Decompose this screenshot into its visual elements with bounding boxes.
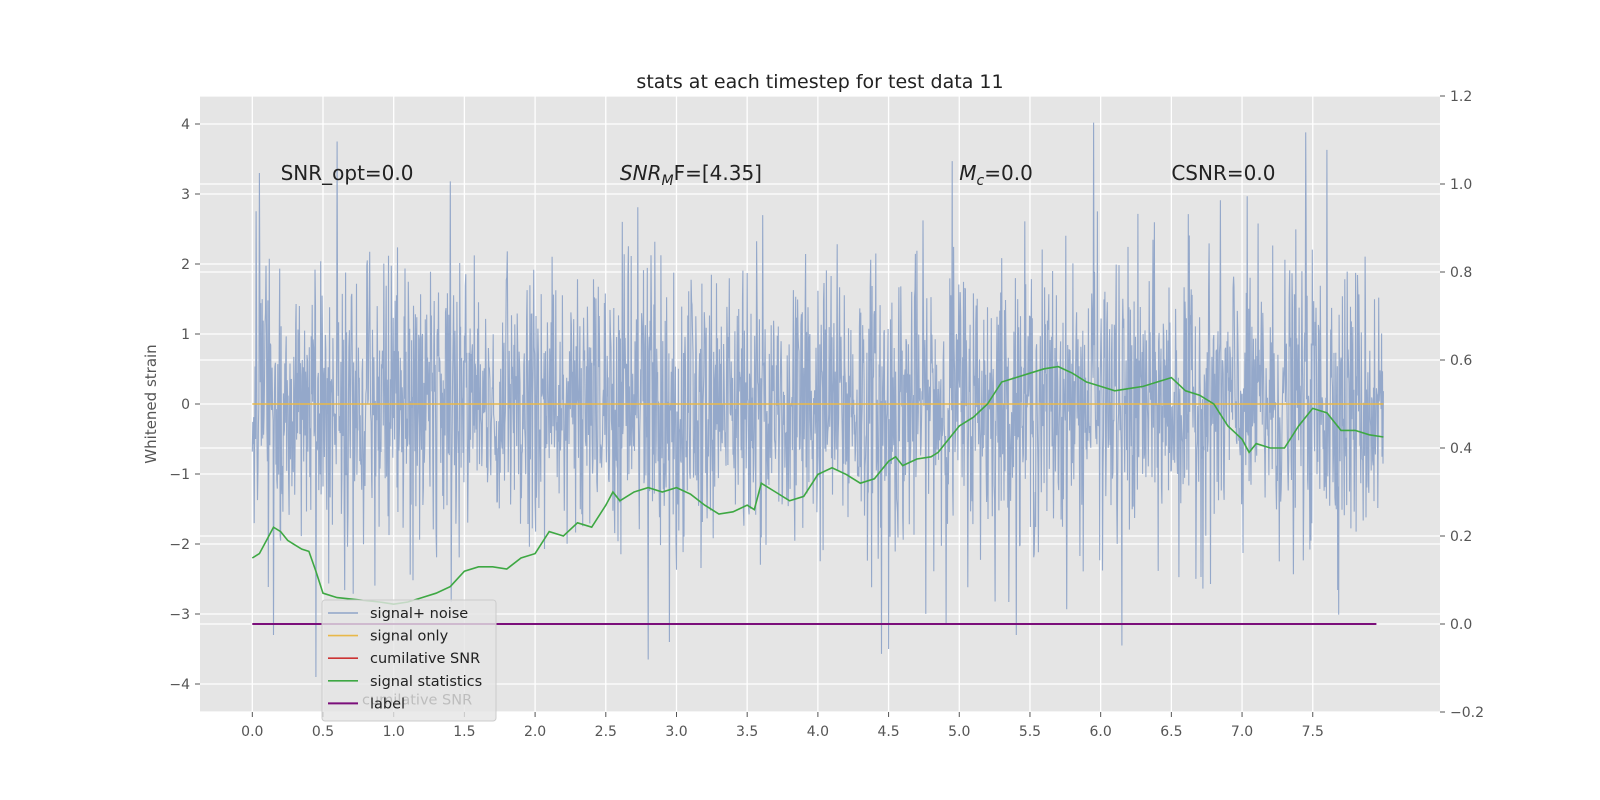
legend-label: label xyxy=(370,696,405,712)
y2-tick-label: 0.4 xyxy=(1450,441,1472,457)
chart-title: stats at each timestep for test data 11 xyxy=(636,71,1003,93)
annotation-suffix: =0.0 xyxy=(984,161,1033,185)
x-tick-label: 5.0 xyxy=(948,724,970,740)
x-tick-label: 2.0 xyxy=(524,724,546,740)
annotation: Mc=0.0 xyxy=(959,161,1033,189)
annotation-subscript: M xyxy=(661,173,673,189)
y-tick-label: 2 xyxy=(181,257,190,273)
x-tick-label: 1.5 xyxy=(453,724,475,740)
y2-tick-label: 1.0 xyxy=(1450,177,1472,193)
x-tick-label: 1.0 xyxy=(383,724,405,740)
x-tick-label: 7.5 xyxy=(1302,724,1324,740)
annotation: SNR_opt=0.0 xyxy=(281,161,414,185)
x-tick-label: 5.5 xyxy=(1019,724,1041,740)
x-tick-label: 2.5 xyxy=(595,724,617,740)
annotation-suffix: F=[4.35] xyxy=(674,161,762,185)
x-tick-label: 3.5 xyxy=(736,724,758,740)
y-tick-label: 0 xyxy=(181,397,190,413)
y2-tick-label: 0.0 xyxy=(1450,617,1472,633)
x-tick-label: 3.0 xyxy=(665,724,687,740)
legend: cumilative SNR signal+ noise signal only cu… xyxy=(321,599,497,722)
x-tick-label: 6.5 xyxy=(1160,724,1182,740)
legend-label: signal+ noise xyxy=(370,606,468,622)
y-axis-label: Whitened strain xyxy=(142,344,160,463)
y-tick-label: −4 xyxy=(169,677,190,693)
y2-tick-label: 0.2 xyxy=(1450,529,1472,545)
x-tick-label: 0.5 xyxy=(312,724,334,740)
annotations: SNR_opt=0.0 SNRMF=[4.35] Mc=0.0 CSNR=0.0 xyxy=(281,161,1276,189)
x-tick-label: 4.5 xyxy=(877,724,899,740)
x-tick-label: 0.0 xyxy=(241,724,263,740)
axes: 0.0 0.5 1.0 1.5 2.0 2.5 3.0 3.5 4.0 4.5 5.0 5.5 6.0 6… xyxy=(169,89,1484,740)
y-tick-label: −3 xyxy=(169,607,190,623)
y2-tick-label: 0.6 xyxy=(1450,353,1472,369)
signal-noise-line xyxy=(251,122,1384,678)
annotation: SNRMF=[4.35] xyxy=(620,161,762,189)
y-tick-label: 3 xyxy=(181,187,190,203)
overlapping-legend-text: cumilative SNR xyxy=(362,692,472,708)
legend-box xyxy=(321,599,497,722)
legend-label: signal only xyxy=(370,629,449,645)
y-tick-label: −1 xyxy=(169,467,190,483)
y-tick-label: 4 xyxy=(181,117,190,133)
legend-label: cumilative SNR xyxy=(370,651,480,667)
x-tick-label: 6.0 xyxy=(1090,724,1112,740)
y2-tick-label: 1.2 xyxy=(1450,89,1472,105)
annotation-subscript: c xyxy=(977,173,985,189)
legend-label: signal statistics xyxy=(370,674,482,690)
annotation-main: SNR xyxy=(620,161,662,185)
y2-tick-label: −0.2 xyxy=(1450,705,1484,721)
y-tick-label: −2 xyxy=(169,537,190,553)
series-signal-noise xyxy=(251,122,1384,678)
x-tick-label: 7.0 xyxy=(1231,724,1253,740)
x-tick-label: 4.0 xyxy=(807,724,829,740)
y2-tick-label: 0.8 xyxy=(1450,265,1472,281)
annotation: CSNR=0.0 xyxy=(1171,161,1275,185)
annotation-main: M xyxy=(959,161,976,185)
y-tick-label: 1 xyxy=(181,327,190,343)
